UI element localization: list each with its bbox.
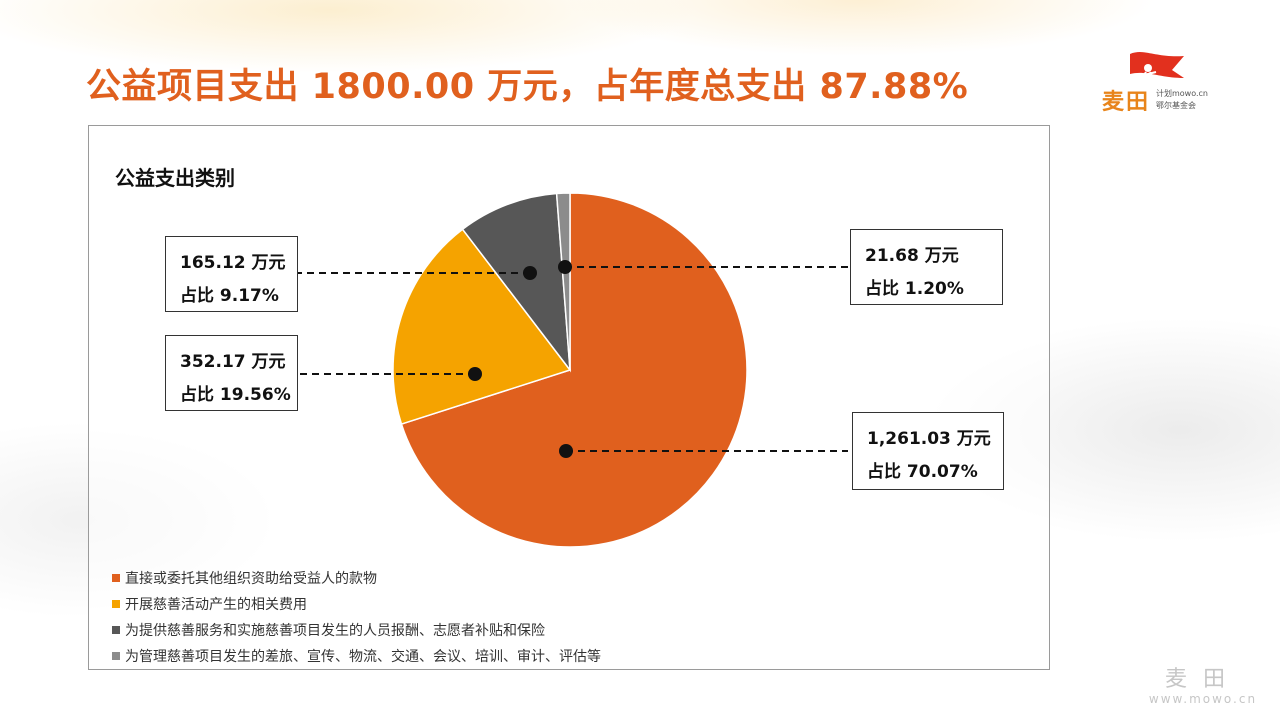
legend-swatch — [112, 626, 120, 634]
legend-label: 为提供慈善服务和实施慈善项目发生的人员报酬、志愿者补贴和保险 — [125, 623, 545, 639]
legend-swatch — [112, 652, 120, 660]
pie-slice-staff-costs — [461, 192, 571, 373]
callout-activity-costs: 352.17 万元 占比 19.56% — [165, 335, 298, 411]
watermark: 麦田 www.mowo.cn — [1138, 667, 1268, 707]
logo-tagline-top: 计划mowo.cn — [1156, 89, 1208, 98]
legend-item: 为管理慈善项目发生的差旅、宣传、物流、交通、会议、培训、审计、评估等 — [112, 643, 601, 669]
legend-item: 直接或委托其他组织资助给受益人的款物 — [112, 565, 601, 591]
callout-management-costs: 21.68 万元 占比 1.20% — [850, 229, 1003, 305]
callout-share: 占比 70.07% — [867, 462, 978, 482]
legend-item: 为提供慈善服务和实施慈善项目发生的人员报酬、志愿者补贴和保险 — [112, 617, 601, 643]
callout-share: 占比 9.17% — [180, 286, 279, 306]
callout-direct-aid: 1,261.03 万元 占比 70.07% — [852, 412, 1004, 490]
callout-share: 占比 1.20% — [865, 279, 964, 299]
legend-label: 开展慈善活动产生的相关费用 — [125, 597, 307, 613]
leader-dot — [468, 367, 482, 381]
callout-value: 21.68 万元 — [865, 246, 959, 266]
chart-legend: 直接或委托其他组织资助给受益人的款物 开展慈善活动产生的相关费用 为提供慈善服务… — [112, 565, 601, 669]
pie-slice-direct-aid — [400, 192, 748, 548]
leader-dot — [523, 266, 537, 280]
page-title: 公益项目支出 1800.00 万元，占年度总支出 87.88% — [86, 67, 969, 107]
legend-item: 开展慈善活动产生的相关费用 — [112, 591, 601, 617]
callout-value: 1,261.03 万元 — [867, 429, 991, 449]
callout-staff-costs: 165.12 万元 占比 9.17% — [165, 236, 298, 312]
logo-tagline-bottom: 鄂尔基金会 — [1156, 101, 1196, 110]
leader-dot — [559, 444, 573, 458]
watermark-wordmark: 麦田 — [1164, 667, 1241, 692]
brand-logo: 麦田 计划mowo.cn 鄂尔基金会 — [1098, 46, 1218, 116]
callout-value: 352.17 万元 — [180, 352, 286, 372]
callout-share: 占比 19.56% — [180, 385, 291, 405]
pie-slice-management-costs — [555, 192, 571, 371]
legend-label: 为管理慈善项目发生的差旅、宣传、物流、交通、会议、培训、审计、评估等 — [125, 649, 601, 665]
watermark-site: www.mowo.cn — [1148, 692, 1258, 706]
pie-slice-activity-costs — [392, 228, 572, 426]
chart-title: 公益支出类别 — [115, 166, 235, 190]
legend-label: 直接或委托其他组织资助给受益人的款物 — [125, 571, 377, 587]
legend-swatch — [112, 600, 120, 608]
logo-wordmark: 麦田 — [1102, 90, 1151, 115]
flag-icon — [1130, 52, 1184, 83]
legend-swatch — [112, 574, 120, 582]
callout-value: 165.12 万元 — [180, 253, 286, 273]
leader-dot — [558, 260, 572, 274]
